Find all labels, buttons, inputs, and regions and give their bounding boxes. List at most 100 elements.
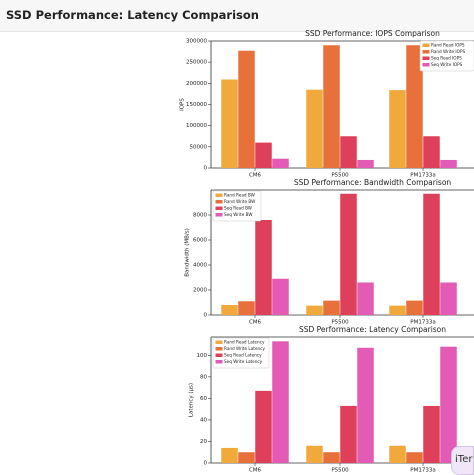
bar-2-cm6: [238, 50, 255, 169]
bar-3-pm1733a: [423, 193, 440, 315]
legend-label: Seq Read BW: [224, 206, 252, 211]
bar-2-p5500: [323, 45, 340, 168]
x-tick-label: CM6: [249, 320, 262, 326]
y-tick-label: 50000: [190, 144, 208, 150]
bar-2-pm1733a: [406, 45, 423, 168]
bar-1-p5500: [306, 445, 323, 463]
legend-box: [419, 40, 474, 72]
y-tick-label: 0: [204, 461, 208, 467]
bar-1-cm6: [221, 79, 238, 168]
y-tick-label: 200000: [186, 81, 207, 87]
bar-2-cm6: [238, 301, 255, 315]
bar-1-p5500: [306, 305, 323, 315]
legend-label: Seq Read Latency: [224, 353, 262, 358]
bar-3-p5500: [340, 193, 357, 315]
legend-swatch: [215, 193, 223, 197]
bar-4-p5500: [357, 159, 374, 168]
legend-swatch: [215, 347, 223, 351]
legend-swatch: [422, 63, 430, 67]
bar-2-p5500: [323, 452, 340, 463]
bar-3-p5500: [340, 405, 357, 463]
bar-3-pm1733a: [423, 136, 440, 168]
y-tick-label: 250000: [186, 60, 207, 66]
bar-3-cm6: [255, 390, 272, 463]
legend-label: Rand Read BW: [224, 193, 255, 198]
y-axis-label: Latency (μs): [189, 383, 195, 417]
y-tick-label: 60: [200, 396, 207, 402]
bar-3-pm1733a: [423, 405, 440, 463]
y-tick-label: 40: [200, 417, 207, 423]
legend-box: [212, 337, 270, 369]
floating-badge[interactable]: iTer: [451, 446, 474, 475]
y-tick-label: 150000: [186, 102, 207, 108]
legend-swatch: [215, 360, 223, 364]
bar-3-p5500: [340, 136, 357, 168]
x-tick-label: P5500: [331, 320, 349, 326]
legend-label: Rand Read IOPS: [431, 43, 465, 48]
legend-swatch: [422, 43, 430, 47]
chart-title: SSD Performance: IOPS Comparison: [305, 29, 440, 38]
bar-4-cm6: [272, 158, 289, 168]
legend-label: Seq Write IOPS: [431, 62, 463, 67]
legend-swatch: [215, 353, 223, 357]
bar-4-cm6: [272, 278, 289, 315]
x-tick-label: PM1733a: [410, 468, 435, 474]
y-tick-label: 0: [204, 313, 208, 319]
bar-1-pm1733a: [389, 90, 406, 168]
bar-3-cm6: [255, 220, 272, 315]
legend-label: Rand Read Latency: [224, 340, 265, 345]
bar-1-cm6: [221, 305, 238, 315]
bar-4-p5500: [357, 347, 374, 463]
bar-1-pm1733a: [389, 445, 406, 463]
bar-4-cm6: [272, 341, 289, 463]
x-tick-label: CM6: [249, 173, 262, 179]
x-tick-label: P5500: [331, 468, 349, 474]
y-tick-label: 100: [197, 353, 208, 359]
y-tick-label: 20: [200, 439, 207, 445]
bar-3-cm6: [255, 142, 272, 168]
legend-swatch: [215, 213, 223, 217]
bar-1-pm1733a: [389, 305, 406, 315]
bar-4-pm1733a: [440, 282, 457, 315]
bar-1-cm6: [221, 447, 238, 463]
bar-4-pm1733a: [440, 159, 457, 168]
chart-title: SSD Performance: Latency Comparison: [299, 325, 446, 334]
legend-swatch: [422, 50, 430, 54]
y-tick-label: 300000: [186, 39, 207, 45]
legend-swatch: [215, 340, 223, 344]
y-tick-label: 0: [204, 166, 208, 172]
y-axis-label: Bandwidth (MB/s): [185, 228, 191, 277]
x-tick-label: P5500: [331, 173, 349, 179]
bar-1-p5500: [306, 89, 323, 168]
y-tick-label: 100000: [186, 123, 207, 129]
bar-2-p5500: [323, 300, 340, 315]
legend-swatch: [422, 56, 430, 60]
legend-label: Seq Write Latency: [224, 359, 263, 364]
bar-2-cm6: [238, 452, 255, 463]
y-tick-label: 6000: [193, 238, 207, 244]
x-tick-label: CM6: [249, 468, 262, 474]
legend-label: Rand Write Latency: [224, 346, 265, 351]
x-tick-label: PM1733a: [410, 173, 435, 179]
bar-4-p5500: [357, 282, 374, 315]
window-header: [0, 0, 474, 32]
legend-label: Rand Write BW: [224, 199, 255, 204]
y-tick-label: 2000: [193, 288, 207, 294]
legend-label: Seq Read IOPS: [431, 56, 462, 61]
chart-title: SSD Performance: Bandwidth Comparison: [294, 178, 452, 187]
x-tick-label: PM1733a: [410, 320, 435, 326]
y-tick-label: 8000: [193, 213, 207, 219]
y-tick-label: 80: [200, 374, 207, 380]
legend-label: Rand Write IOPS: [431, 49, 465, 54]
bar-2-pm1733a: [406, 300, 423, 315]
page-title: SSD Performance: Latency Comparison: [6, 8, 259, 22]
legend-box: [212, 190, 262, 222]
legend-swatch: [215, 206, 223, 210]
bar-4-pm1733a: [440, 346, 457, 463]
legend-swatch: [215, 200, 223, 204]
bar-2-pm1733a: [406, 452, 423, 463]
y-axis-label: IOPS: [180, 98, 186, 111]
y-tick-label: 4000: [193, 263, 207, 269]
legend-label: Seq Write BW: [224, 212, 252, 217]
